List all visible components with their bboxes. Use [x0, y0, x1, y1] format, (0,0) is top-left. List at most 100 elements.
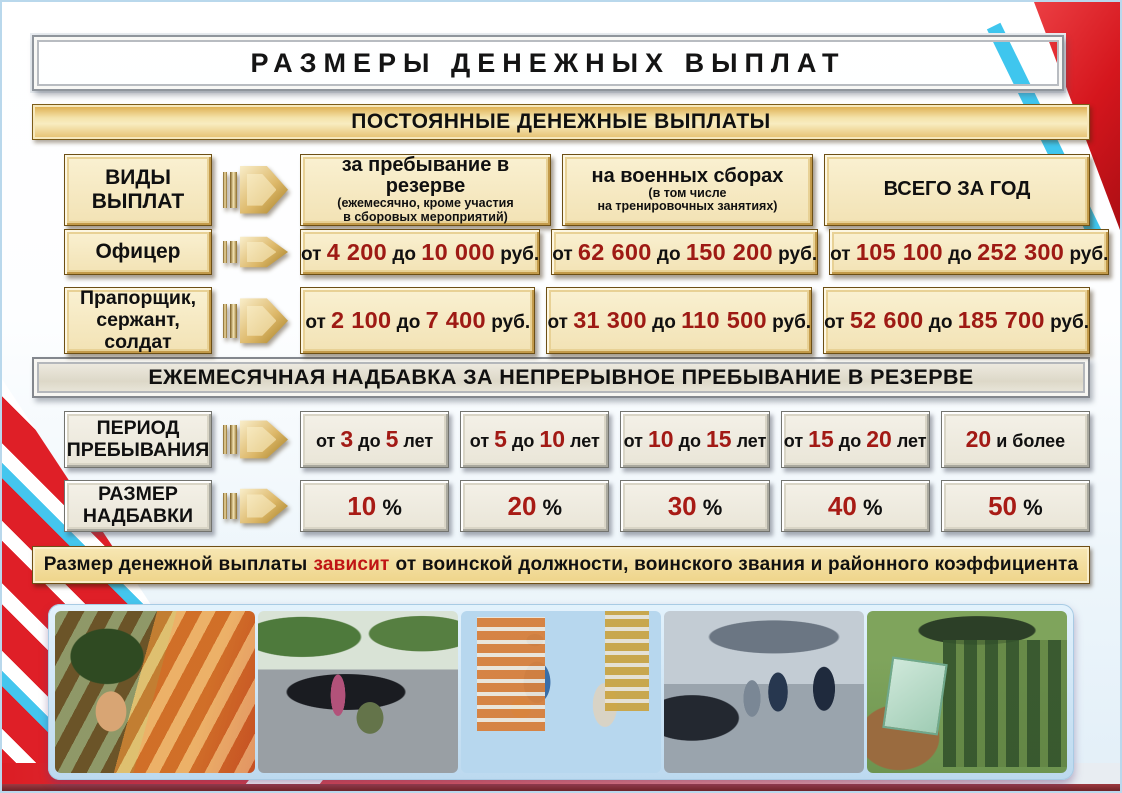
soldier-label1: Прапорщик,: [80, 287, 196, 309]
rate-50: 50 %: [940, 480, 1090, 532]
num: 62 600: [577, 238, 652, 265]
num: 10 000: [421, 238, 495, 265]
arrow-right-icon: [223, 292, 289, 350]
row-label-period: ПЕРИОД ПРЕБЫВАНИЯ: [64, 411, 212, 468]
num: 5: [494, 426, 507, 452]
col-reserve-title: за пребывание в резерве: [341, 154, 510, 197]
num: 30: [667, 490, 697, 521]
num: 10: [539, 426, 565, 452]
word-and-more: и более: [996, 431, 1066, 451]
section-header-allowance-label: ЕЖЕМЕСЯЧНАЯ НАДБАВКА ЗА НЕПРЕРЫВНОЕ ПРЕБ…: [148, 365, 974, 389]
num: 2 100: [331, 307, 392, 334]
col-reserve-note2: в сборовых мероприятий): [343, 209, 508, 224]
num: 15: [808, 426, 834, 452]
rate-line1: РАЗМЕР: [98, 483, 178, 506]
rate-30: 30 %: [620, 480, 770, 532]
photo-paratrooper-family-with-baby: [461, 611, 661, 773]
num: 20: [965, 426, 992, 452]
arrow-right-icon: [223, 415, 289, 464]
word-from: от: [623, 431, 643, 451]
num: 10: [647, 426, 674, 452]
word-years: лет: [570, 431, 600, 451]
word-to: до: [396, 312, 421, 334]
word-rub: руб.: [1069, 243, 1109, 265]
footnote-highlight: зависит: [313, 554, 390, 575]
word-years: лет: [736, 431, 767, 451]
word-to: до: [656, 243, 681, 265]
section-header-allowance: ЕЖЕМЕСЯЧНАЯ НАДБАВКА ЗА НЕПРЕРЫВНОЕ ПРЕБ…: [32, 357, 1090, 398]
period-10-15: от 10 до 15 лет: [620, 411, 770, 468]
col-camps-note1: (в том числе: [648, 185, 727, 200]
soldier-label2: сержант, солдат: [96, 308, 180, 353]
num: 252 300: [977, 238, 1065, 265]
row-label-rate: РАЗМЕР НАДБАВКИ: [64, 480, 212, 532]
word-rub: руб.: [772, 312, 812, 334]
footnote-bar: Размер денежной выплаты зависит от воинс…: [32, 546, 1090, 584]
table-row-period: ПЕРИОД ПРЕБЫВАНИЯ от 3 до 5 лет от 5 до …: [64, 411, 1090, 468]
word-from: от: [301, 243, 322, 265]
value-soldier-camp: от 31 300 до 110 500 руб.: [546, 287, 813, 355]
percent-sign: %: [702, 494, 723, 520]
word-from: от: [305, 312, 326, 334]
num: 4 200: [326, 238, 388, 265]
word-from: от: [830, 243, 851, 265]
value-officer-camp: от 62 600 до 150 200 руб.: [551, 229, 819, 275]
header-kinds-of-payments: ВИДЫ ВЫПЛАТ: [64, 154, 212, 226]
value-officer-reserve: от 4 200 до 10 000 руб.: [300, 229, 541, 275]
word-to: до: [652, 312, 676, 334]
num: 7 400: [425, 307, 486, 334]
percent-sign: %: [862, 494, 883, 520]
num: 185 700: [957, 307, 1045, 334]
rate-40: 40 %: [780, 480, 930, 532]
num: 105 100: [855, 238, 943, 265]
word-to: до: [928, 312, 953, 334]
column-header-reserve: за пребывание в резерве (ежемесячно, кро…: [300, 154, 551, 226]
word-rub: руб.: [500, 243, 540, 265]
word-years: лет: [896, 431, 927, 451]
num: 40: [827, 490, 857, 521]
footnote-pre: Размер денежной выплаты: [43, 554, 308, 575]
period-3-5: от 3 до 5 лет: [300, 411, 450, 468]
photo-strip: [48, 604, 1074, 780]
photo-soldier-portrait-with-banknotes: [55, 611, 255, 773]
num: 110 500: [681, 307, 767, 334]
period-15-20: от 15 до 20 лет: [780, 411, 930, 468]
num: 3: [340, 426, 354, 452]
rate-line2: НАДБАВКИ: [82, 505, 194, 527]
row-label-soldier: Прапорщик, сержант, солдат: [64, 287, 212, 355]
num: 5: [385, 426, 399, 452]
period-20-plus: 20 и более: [940, 411, 1090, 468]
num: 150 200: [685, 238, 773, 265]
column-header-camps: на военных сборах (в том числе на тренир…: [561, 154, 813, 226]
value-officer-year: от 105 100 до 252 300 руб.: [829, 229, 1110, 275]
table-row-rate: РАЗМЕР НАДБАВКИ 10 % 20 % 30 % 40 % 50 %: [64, 480, 1090, 532]
word-from: от: [552, 243, 573, 265]
num: 20: [507, 490, 537, 521]
period-5-10: от 5 до 10 лет: [460, 411, 610, 468]
footnote-post: от воинской должности, воинского звания …: [395, 554, 1079, 575]
rate-10: 10 %: [300, 480, 450, 532]
title-banner: РАЗМЕРЫ ДЕНЕЖНЫХ ВЫПЛАТ: [32, 35, 1064, 91]
photo-couple-receiving-car-keys: [664, 611, 864, 773]
table-row-officer: Офицер от 4 200 до 10 000 руб. от 62 600…: [64, 229, 1110, 275]
word-from: от: [469, 431, 490, 451]
word-to: до: [511, 431, 535, 451]
word-years: лет: [403, 431, 434, 451]
num: 50: [988, 490, 1017, 521]
col-year-title: ВСЕГО ЗА ГОД: [883, 178, 1031, 201]
percent-sign: %: [382, 494, 402, 520]
word-rub: руб.: [1050, 312, 1089, 334]
num: 20: [866, 426, 892, 452]
word-to: до: [948, 243, 972, 265]
word-to: до: [358, 431, 381, 451]
period-line1: ПЕРИОД: [96, 416, 180, 439]
table-header-row: ВИДЫ ВЫПЛАТ за пребывание в резерве (еже…: [64, 154, 1090, 226]
period-line2: ПРЕБЫВАНИЯ: [66, 438, 210, 461]
page-title: РАЗМЕРЫ ДЕНЕЖНЫХ ВЫПЛАТ: [250, 47, 846, 78]
section-header-permanent-label: ПОСТОЯННЫЕ ДЕНЕЖНЫЕ ВЫПЛАТЫ: [351, 110, 771, 133]
row-label-officer: Офицер: [64, 229, 212, 275]
word-from: от: [783, 431, 804, 451]
word-from: от: [547, 312, 568, 334]
